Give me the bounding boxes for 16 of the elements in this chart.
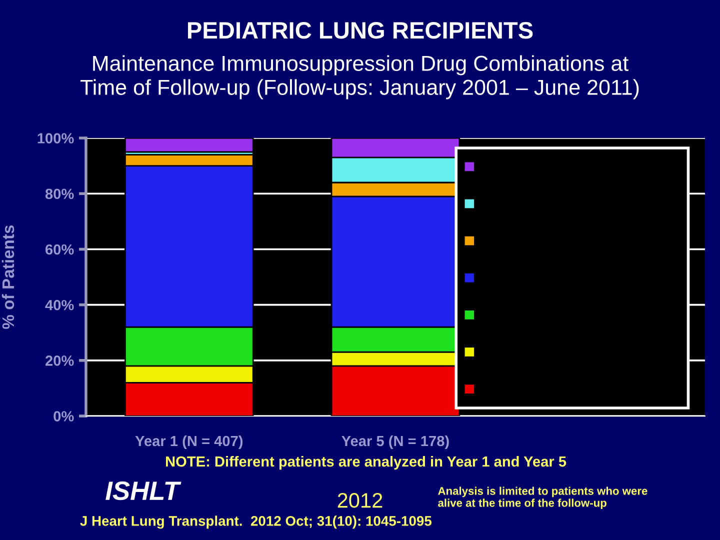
text: ISHLT [106, 481, 182, 500]
text: J Heart Lung Transplant. 2012 Oct; 31(10): 1045-1095 [80, 516, 432, 529]
text: 2012 [338, 493, 382, 508]
chart-title: PEDIATRIC LUNG RECIPIENTS [188, 22, 533, 39]
y-tick-label: 0% [54, 411, 74, 422]
y-axis-title: % of Patients [2, 225, 14, 329]
text: Analysis is limited to patients who were alive at the time of the follow-up [438, 486, 648, 510]
y-tick-label: 20% [45, 356, 74, 366]
y-tick-label: 40% [45, 300, 74, 310]
chart-subtitle: Maintenance Immunosuppression Drug Combinations at Time of Follow-up (Follow-ups: January 2001 – June 2011) [80, 55, 639, 100]
y-tick-label: 60% [46, 244, 74, 255]
x-tick-label: Year 1 (N = 407) [135, 435, 243, 450]
x-tick-label: Year 5 (N = 178) [342, 435, 449, 450]
text: NOTE: Different patients are analyzed in Year 1 and Year 5 [166, 456, 566, 470]
y-tick-label: 100% [38, 133, 74, 144]
y-tick-label: 80% [45, 188, 74, 200]
